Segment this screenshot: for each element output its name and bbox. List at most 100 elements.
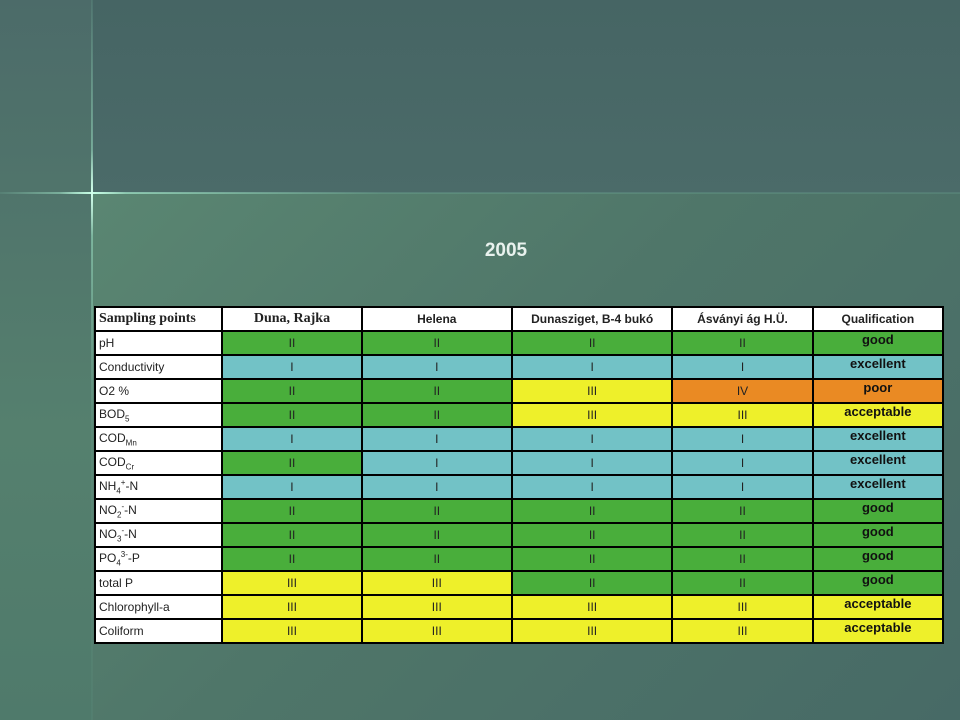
class-cell: I [671, 474, 814, 500]
class-cell: III [671, 402, 814, 428]
class-cell: III [671, 594, 814, 620]
table-row: total P III III II II good [93, 570, 945, 596]
class-cell: II [671, 570, 814, 596]
class-cell: II [510, 498, 674, 524]
qualification-cell: good [811, 546, 945, 572]
class-cell: II [221, 330, 363, 356]
qualification-cell: excellent [811, 474, 945, 500]
background-top [92, 0, 960, 193]
class-cell: III [360, 594, 513, 620]
sparkle-vertical [91, 150, 93, 236]
table-row: BOD5 II II III III acceptable [93, 402, 945, 428]
class-cell: III [221, 594, 363, 620]
class-cell: II [671, 330, 814, 356]
class-cell: II [671, 498, 814, 524]
slide-title: 2005 [484, 240, 528, 261]
class-cell: II [510, 330, 674, 356]
header-sampling-points: Sampling points [93, 306, 224, 332]
class-cell: I [360, 426, 513, 452]
class-cell: II [360, 378, 513, 404]
class-cell: II [671, 522, 814, 548]
header-dunasziget: Dunasziget, B-4 bukó [510, 306, 674, 332]
sparkle-horizontal [60, 192, 126, 194]
class-cell: II [360, 522, 513, 548]
header-asvanyi-ag: Ásványi ág H.Ü. [671, 306, 814, 332]
table-row: Chlorophyll-a III III III III acceptable [93, 594, 945, 620]
class-cell: I [221, 474, 363, 500]
class-cell: I [510, 474, 674, 500]
background-left [0, 0, 92, 720]
parameter-cell: CODCr [93, 450, 224, 476]
class-cell: I [671, 450, 814, 476]
class-cell: III [221, 618, 363, 644]
parameter-cell: BOD5 [93, 402, 224, 428]
class-cell: I [510, 426, 674, 452]
parameter-cell: CODMn [93, 426, 224, 452]
class-cell: II [510, 522, 674, 548]
class-cell: II [510, 570, 674, 596]
class-cell: I [221, 426, 363, 452]
qualification-cell: excellent [811, 354, 945, 380]
class-cell: I [360, 354, 513, 380]
class-cell: I [671, 354, 814, 380]
class-cell: II [510, 546, 674, 572]
parameter-cell: total P [93, 570, 224, 596]
class-cell: I [360, 474, 513, 500]
table-header-row: Sampling points Duna, Rajka Helena Dunas… [93, 306, 945, 332]
class-cell: III [510, 594, 674, 620]
table-row: PO43--P II II II II good [93, 546, 945, 572]
class-cell: II [360, 546, 513, 572]
class-cell: IV [671, 378, 814, 404]
qualification-cell: good [811, 498, 945, 524]
class-cell: II [221, 450, 363, 476]
water-quality-table: Sampling points Duna, Rajka Helena Dunas… [93, 306, 945, 644]
class-cell: III [360, 570, 513, 596]
decorative-vertical-line [91, 0, 93, 720]
water-quality-table-container: Sampling points Duna, Rajka Helena Dunas… [93, 306, 945, 644]
parameter-cell: Chlorophyll-a [93, 594, 224, 620]
qualification-cell: acceptable [811, 594, 945, 620]
class-cell: II [221, 402, 363, 428]
class-cell: III [360, 618, 513, 644]
class-cell: III [671, 618, 814, 644]
table-row: NO2--N II II II II good [93, 498, 945, 524]
parameter-cell: pH [93, 330, 224, 356]
qualification-cell: good [811, 522, 945, 548]
class-cell: II [221, 546, 363, 572]
parameter-cell: NO3--N [93, 522, 224, 548]
qualification-cell: poor [811, 378, 945, 404]
qualification-cell: good [811, 570, 945, 596]
class-cell: I [360, 450, 513, 476]
class-cell: I [221, 354, 363, 380]
class-cell: II [221, 498, 363, 524]
parameter-cell: NO2--N [93, 498, 224, 524]
header-helena: Helena [360, 306, 513, 332]
class-cell: II [671, 546, 814, 572]
table-row: pH II II II II good [93, 330, 945, 356]
class-cell: III [510, 618, 674, 644]
header-qualification: Qualification [811, 306, 945, 332]
class-cell: III [510, 378, 674, 404]
qualification-cell: excellent [811, 426, 945, 452]
qualification-cell: acceptable [811, 618, 945, 644]
class-cell: II [360, 402, 513, 428]
parameter-cell: Conductivity [93, 354, 224, 380]
class-cell: I [671, 426, 814, 452]
qualification-cell: good [811, 330, 945, 356]
table-row: Coliform III III III III acceptable [93, 618, 945, 644]
class-cell: II [360, 330, 513, 356]
qualification-cell: acceptable [811, 402, 945, 428]
class-cell: I [510, 450, 674, 476]
class-cell: II [221, 522, 363, 548]
table-row: NO3--N II II II II good [93, 522, 945, 548]
class-cell: III [221, 570, 363, 596]
parameter-cell: O2 % [93, 378, 224, 404]
parameter-cell: PO43--P [93, 546, 224, 572]
parameter-cell: Coliform [93, 618, 224, 644]
class-cell: I [510, 354, 674, 380]
table-row: O2 % II II III IV poor [93, 378, 945, 404]
